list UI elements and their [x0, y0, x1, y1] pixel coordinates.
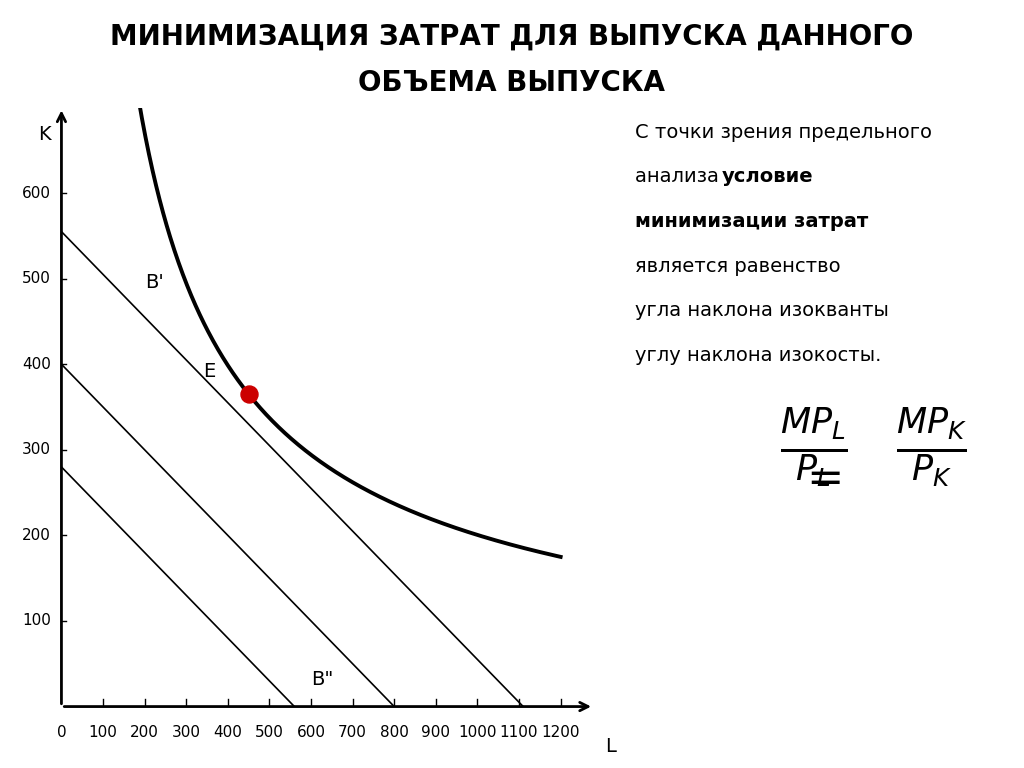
- Text: E: E: [203, 362, 215, 382]
- Text: 1100: 1100: [500, 724, 539, 740]
- Text: $\frac{MP_L}{P_L}$: $\frac{MP_L}{P_L}$: [780, 406, 848, 489]
- Text: 100: 100: [22, 614, 51, 628]
- Text: 400: 400: [213, 724, 243, 740]
- Text: $\frac{MP_K}{P_K}$: $\frac{MP_K}{P_K}$: [896, 406, 968, 489]
- Text: 100: 100: [89, 724, 118, 740]
- Text: 300: 300: [172, 724, 201, 740]
- Text: угла наклона изокванты: угла наклона изокванты: [635, 301, 889, 320]
- Text: 800: 800: [380, 724, 409, 740]
- Text: L: L: [605, 737, 616, 756]
- Text: $=$: $=$: [798, 456, 841, 499]
- Text: 700: 700: [338, 724, 367, 740]
- Point: [241, 388, 257, 400]
- Text: ОБЪЕМА ВЫПУСКА: ОБЪЕМА ВЫПУСКА: [358, 69, 666, 97]
- Text: 500: 500: [22, 271, 51, 286]
- Text: 1200: 1200: [542, 724, 580, 740]
- Text: анализа: анализа: [635, 167, 725, 187]
- Text: условие: условие: [722, 167, 813, 187]
- Text: B': B': [144, 273, 164, 292]
- Text: 200: 200: [22, 528, 51, 543]
- Text: 1000: 1000: [458, 724, 497, 740]
- Text: 900: 900: [421, 724, 451, 740]
- Text: 500: 500: [255, 724, 284, 740]
- Text: углу наклона изокосты.: углу наклона изокосты.: [635, 346, 882, 365]
- Text: 0: 0: [56, 724, 67, 740]
- Text: 400: 400: [22, 357, 51, 372]
- Text: минимизации затрат: минимизации затрат: [635, 212, 868, 231]
- Text: С точки зрения предельного: С точки зрения предельного: [635, 123, 932, 142]
- Text: K: K: [39, 124, 51, 144]
- Text: 600: 600: [297, 724, 326, 740]
- Text: 300: 300: [22, 442, 51, 457]
- Text: МИНИМИЗАЦИЯ ЗАТРАТ ДЛЯ ВЫПУСКА ДАННОГО: МИНИМИЗАЦИЯ ЗАТРАТ ДЛЯ ВЫПУСКА ДАННОГО: [111, 23, 913, 51]
- Text: B": B": [311, 670, 334, 690]
- Text: 200: 200: [130, 724, 159, 740]
- Text: является равенство: является равенство: [635, 257, 841, 276]
- Text: 600: 600: [22, 186, 51, 200]
